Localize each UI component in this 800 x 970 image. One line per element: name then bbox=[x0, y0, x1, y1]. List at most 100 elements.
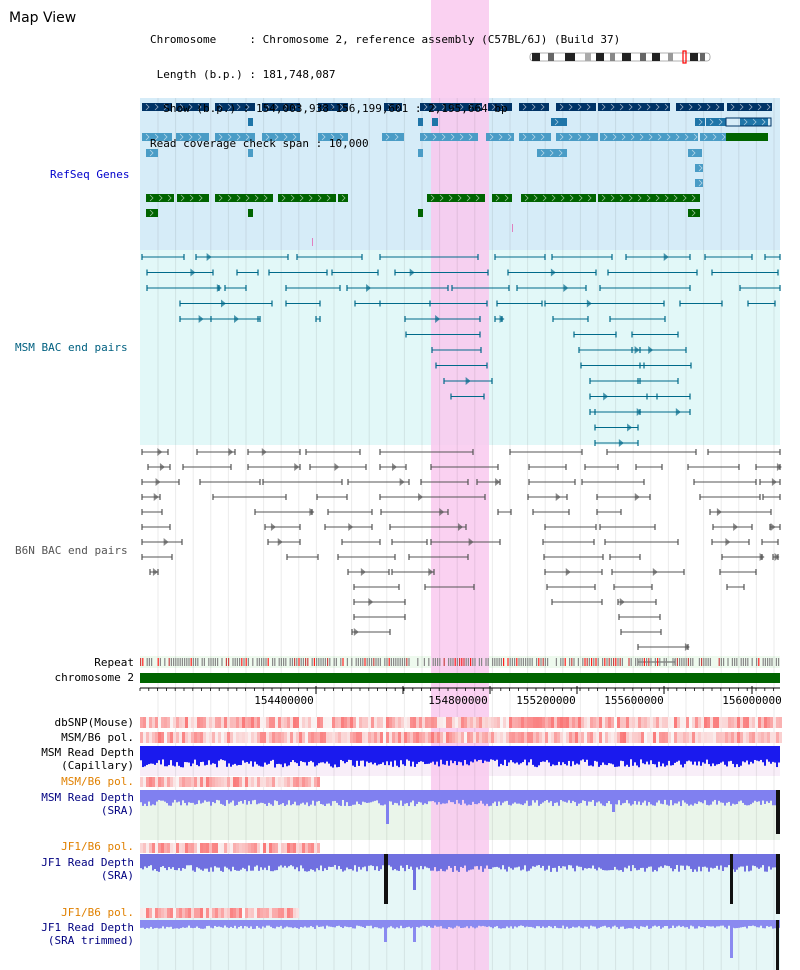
ideogram-band bbox=[622, 53, 631, 61]
jf1-trim-depth bbox=[504, 920, 506, 929]
refseq-gene bbox=[725, 117, 772, 127]
msm-sra-depth bbox=[360, 790, 362, 805]
msm-sra-depth bbox=[680, 790, 682, 807]
jf1-sra-depth bbox=[536, 854, 538, 866]
msm-capillary-depth bbox=[516, 746, 518, 763]
refseq-gene bbox=[556, 103, 596, 111]
msm-b6-pol-density bbox=[731, 732, 734, 743]
repeat-element bbox=[322, 658, 324, 666]
dbsnp-density bbox=[404, 717, 407, 728]
jf1-trim-depth bbox=[758, 920, 760, 928]
jf1-b6-pol2-density bbox=[200, 908, 203, 918]
dbsnp-density bbox=[524, 717, 527, 728]
jf1-trim-depth bbox=[400, 920, 402, 926]
msm-sra-depth bbox=[340, 790, 342, 806]
repeat-element bbox=[142, 658, 144, 666]
dbsnp-density bbox=[515, 717, 518, 728]
msm-capillary-depth bbox=[286, 746, 288, 767]
gene-strand-mark bbox=[684, 133, 689, 141]
jf1-b6-pol-density bbox=[203, 843, 206, 853]
jf1-trim-depth bbox=[492, 920, 494, 929]
gene-strand-mark bbox=[489, 133, 494, 141]
repeat-element bbox=[676, 658, 678, 666]
dbsnp-density bbox=[572, 717, 575, 728]
b6n-bac-pair-arrow bbox=[155, 478, 161, 486]
msm-capillary-depth bbox=[348, 746, 350, 760]
jf1-trim-depth bbox=[158, 920, 160, 929]
msm-capillary-depth bbox=[688, 746, 690, 761]
gene-strand-mark bbox=[321, 103, 326, 111]
b6n-bac-pair-arrow bbox=[555, 493, 561, 501]
dbsnp-density bbox=[182, 717, 185, 728]
jf1-sra-depth bbox=[272, 854, 274, 872]
jf1-trim-depth bbox=[214, 920, 216, 926]
msm-capillary-depth bbox=[700, 746, 702, 766]
msm-sra-depth bbox=[524, 790, 526, 804]
msm-b6-pol2-density bbox=[140, 777, 143, 787]
repeat-element bbox=[428, 658, 430, 666]
jf1-trim-depth bbox=[352, 920, 354, 929]
msm-sra-depth bbox=[208, 790, 210, 802]
gene-strand-mark bbox=[163, 103, 168, 111]
msm-capillary-depth bbox=[492, 746, 494, 760]
refseq-gene bbox=[384, 103, 402, 111]
msm-b6-pol2-density bbox=[296, 777, 299, 787]
jf1-trim-depth bbox=[482, 920, 484, 926]
refseq-gene bbox=[432, 118, 438, 126]
repeat-element bbox=[683, 658, 685, 666]
jf1-trim-depth bbox=[768, 920, 770, 927]
msm-sra-depth bbox=[758, 790, 760, 802]
jf1-trim-depth bbox=[444, 920, 446, 929]
jf1-trim-depth bbox=[498, 920, 500, 929]
jf1-sra-depth bbox=[404, 854, 406, 872]
jf1-b6-pol2-density bbox=[260, 908, 263, 918]
gene-strand-mark bbox=[468, 133, 473, 141]
msm-sra-depth bbox=[224, 790, 226, 806]
jf1-sra-depth bbox=[514, 854, 516, 868]
msm-capillary-depth bbox=[504, 746, 506, 760]
msm-b6-pol-density bbox=[266, 732, 269, 743]
ideogram-band bbox=[700, 53, 705, 61]
msm-sra-depth bbox=[716, 790, 718, 805]
jf1-sra-depth bbox=[292, 854, 294, 867]
jf1-sra-depth bbox=[156, 854, 158, 872]
jf1-trim-depth bbox=[208, 920, 210, 926]
jf1-trim-depth bbox=[410, 920, 412, 929]
repeat-element bbox=[577, 658, 579, 666]
dbsnp-density bbox=[449, 717, 452, 728]
gene-strand-mark bbox=[540, 103, 545, 111]
msm-capillary-depth bbox=[616, 746, 618, 767]
jf1-sra-depth bbox=[722, 854, 724, 872]
gene-strand-mark bbox=[682, 194, 687, 202]
msm-capillary-depth bbox=[230, 746, 232, 767]
dbsnp-density bbox=[479, 717, 482, 728]
msm-b6-pol-density bbox=[236, 732, 239, 743]
jf1-sra-depth bbox=[568, 854, 570, 866]
msm-b6-pol-density bbox=[755, 732, 758, 743]
dbsnp-density bbox=[482, 717, 485, 728]
ideogram-band bbox=[652, 53, 660, 61]
msm-b6-pol-density bbox=[680, 732, 683, 743]
jf1-trim-depth bbox=[350, 920, 352, 928]
jf1-trim-depth bbox=[686, 920, 688, 928]
jf1-sra-depth bbox=[556, 854, 558, 872]
jf1-trim-depth bbox=[254, 920, 256, 929]
jf1-trim-depth bbox=[486, 920, 488, 927]
msm-b6-pol2-density bbox=[197, 777, 200, 787]
jf1-b6-pol2-density bbox=[245, 908, 248, 918]
msm-b6-pol-density bbox=[572, 732, 575, 743]
msm-b6-pol-density bbox=[170, 732, 173, 743]
dbsnp-density bbox=[272, 717, 275, 728]
msm-capillary-depth bbox=[674, 746, 676, 763]
msm-b6-pol-density bbox=[620, 732, 623, 743]
repeat-element bbox=[351, 658, 353, 666]
msm-capillary-depth bbox=[210, 746, 212, 765]
dbsnp-density bbox=[692, 717, 695, 728]
msm-capillary-depth bbox=[584, 746, 586, 762]
msm-sra-depth bbox=[678, 790, 680, 802]
jf1-trim-depth bbox=[180, 920, 182, 929]
jf1-sra-depth bbox=[710, 854, 712, 868]
jf1-sra-depth bbox=[670, 854, 672, 869]
jf1-trim-depth bbox=[734, 920, 736, 929]
